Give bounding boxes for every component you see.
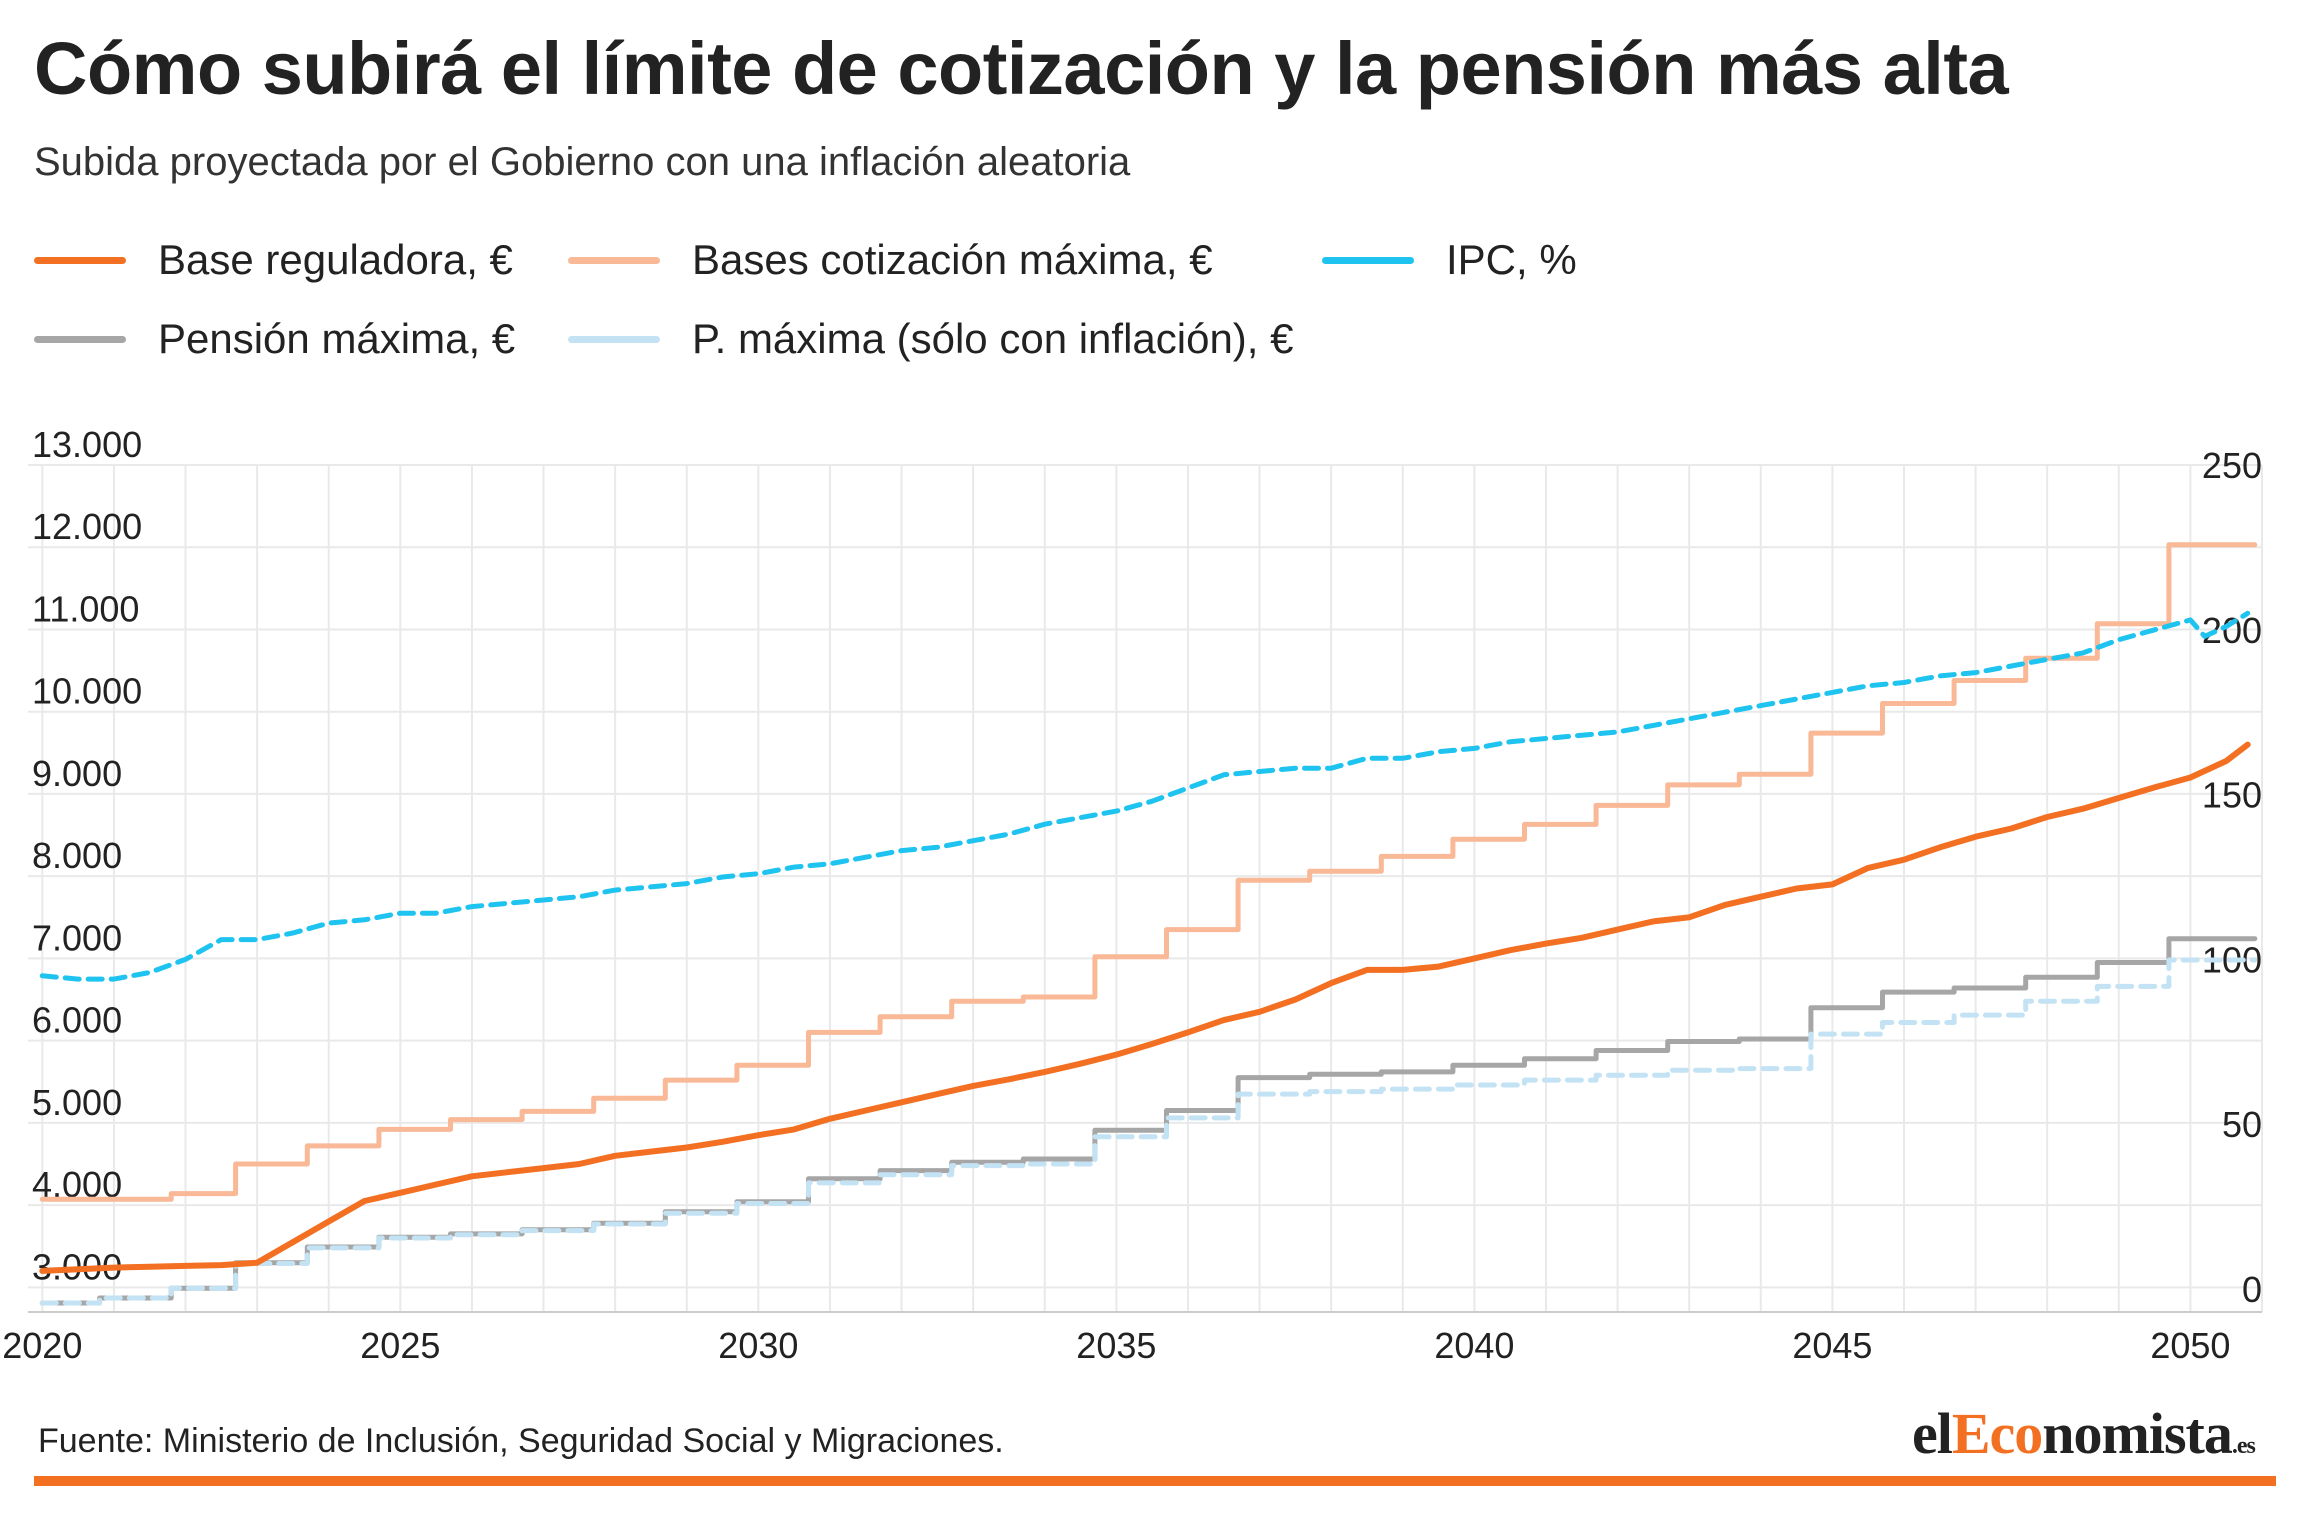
y-left-tick-label: 13.000 [32, 424, 142, 465]
x-tick-label: 2035 [1076, 1325, 1156, 1366]
line-chart: 3.0004.0005.0006.0007.0008.0009.00010.00… [2, 424, 2263, 1366]
legend-label-ipc: IPC, % [1446, 236, 1577, 283]
series-layer [39, 542, 2258, 1306]
y-left-tick-label: 10.000 [32, 671, 142, 712]
series-line-pension-inflacion [39, 957, 2258, 1306]
logo-part-eco: Eco [1951, 1401, 2043, 1466]
legend-label-pension-inflacion: P. máxima (sólo con inflación), € [692, 315, 1294, 362]
y-left-tick-label: 9.000 [32, 753, 122, 794]
x-tick-label: 2040 [1434, 1325, 1514, 1366]
y-left-tick-label: 8.000 [32, 835, 122, 876]
x-tick-label: 2045 [1792, 1325, 1872, 1366]
legend-item-ipc[interactable]: IPC, % [1322, 236, 1577, 284]
y-left-tick-label: 11.000 [32, 588, 139, 629]
y-right-tick-label: 250 [2202, 445, 2262, 486]
logo-part-el: el [1912, 1401, 1953, 1466]
legend-swatch-bases-cotizacion [568, 256, 660, 264]
legend-swatch-ipc [1322, 256, 1414, 264]
y-right-tick-label: 0 [2242, 1269, 2262, 1310]
legend-label-pension-maxima: Pensión máxima, € [158, 315, 516, 362]
y-left-tick-label: 7.000 [32, 917, 122, 958]
legend-item-pension-maxima[interactable]: Pensión máxima, € [34, 315, 515, 363]
grid-layer [28, 464, 2263, 1313]
series-line-base-reguladora [39, 741, 2251, 1274]
legend-label-base-reguladora: Base reguladora, € [158, 236, 513, 283]
brand-bottom-bar [34, 1476, 2276, 1486]
legend-swatch-pension-maxima [34, 335, 126, 343]
legend-item-base-reguladora[interactable]: Base reguladora, € [34, 236, 513, 284]
axis-labels: 3.0004.0005.0006.0007.0008.0009.00010.00… [2, 424, 2262, 1366]
x-tick-label: 2030 [718, 1325, 798, 1366]
legend-swatch-base-reguladora [34, 256, 126, 264]
source-note: Fuente: Ministerio de Inclusión, Segurid… [38, 1422, 1004, 1460]
y-left-tick-label: 12.000 [32, 506, 142, 547]
y-right-tick-label: 50 [2222, 1104, 2262, 1145]
logo-part-nomista: nomista [2042, 1401, 2233, 1466]
y-left-tick-label: 6.000 [32, 1000, 122, 1041]
legend-item-bases-cotizacion[interactable]: Bases cotización máxima, € [568, 236, 1213, 284]
chart-title: Cómo subirá el límite de cotización y la… [34, 27, 2009, 110]
x-tick-label: 2025 [360, 1325, 440, 1366]
logo-part-tld: .es [2231, 1433, 2256, 1459]
y-right-tick-label: 150 [2202, 775, 2262, 816]
x-tick-label: 2050 [2150, 1325, 2230, 1366]
legend-item-pension-inflacion[interactable]: P. máxima (sólo con inflación), € [568, 315, 1294, 363]
brand-logo[interactable]: elEconomista.es [1912, 1400, 2256, 1467]
series-line-bases-cotizacion [39, 542, 2258, 1202]
legend-label-bases-cotizacion: Bases cotización máxima, € [692, 236, 1213, 283]
legend-swatch-pension-inflacion [568, 335, 660, 343]
series-line-ipc [39, 610, 2251, 982]
y-left-tick-label: 5.000 [32, 1082, 122, 1123]
series-line-pension-maxima [39, 936, 2258, 1306]
x-tick-label: 2020 [2, 1325, 82, 1366]
chart-subtitle: Subida proyectada por el Gobierno con un… [34, 140, 1131, 184]
y-right-tick-label: 200 [2202, 610, 2262, 651]
